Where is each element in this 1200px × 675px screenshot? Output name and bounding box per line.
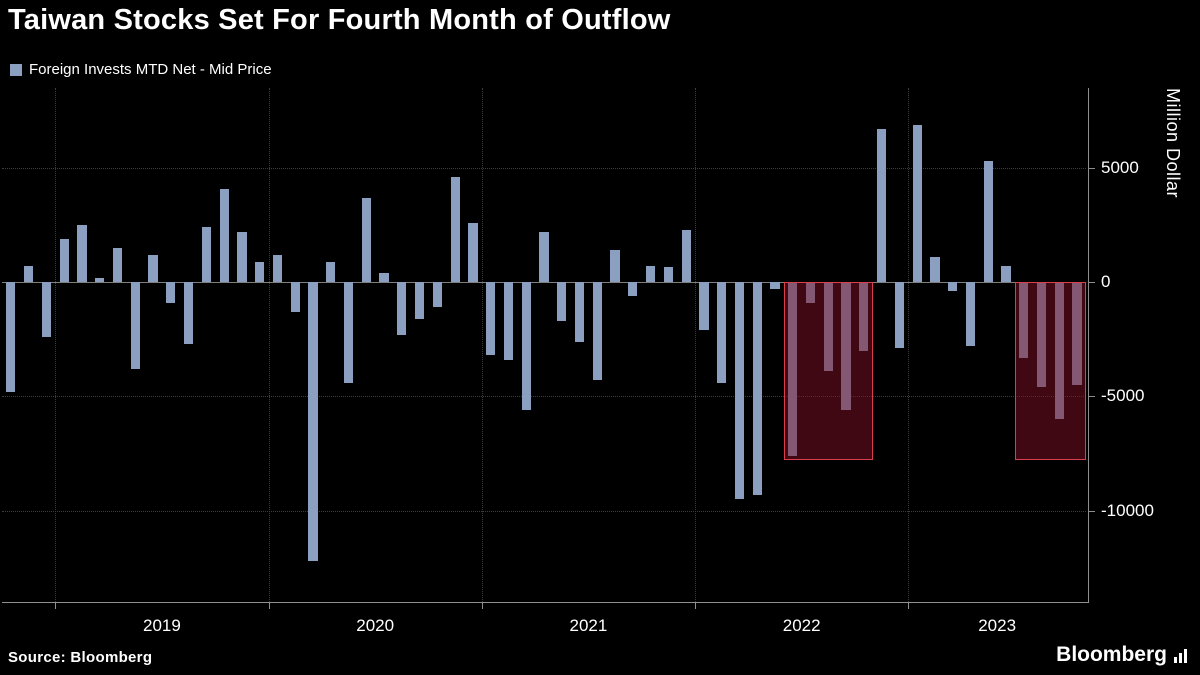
- chart-title: Taiwan Stocks Set For Fourth Month of Ou…: [8, 4, 671, 36]
- bar: [397, 282, 407, 335]
- bar: [77, 225, 87, 283]
- bar: [41, 282, 52, 337]
- bar: [539, 231, 549, 283]
- source-credit: Source: Bloomberg: [8, 649, 153, 666]
- bar: [343, 282, 354, 383]
- bar: [1001, 266, 1011, 283]
- bar: [450, 177, 460, 283]
- x-year-label: 2020: [356, 616, 395, 635]
- bloomberg-logo: Bloomberg: [1056, 643, 1190, 667]
- y-tick-label: 0: [1101, 272, 1111, 292]
- x-year-label: 2023: [978, 616, 1017, 635]
- gridline-vertical: [268, 88, 270, 602]
- bar: [486, 282, 496, 356]
- bar: [699, 282, 709, 331]
- bar: [379, 273, 389, 283]
- bar: [219, 188, 229, 283]
- plot-area: [2, 88, 1086, 602]
- bar: [468, 222, 478, 283]
- bar: [557, 282, 567, 321]
- bar: [930, 257, 940, 283]
- bar: [95, 277, 105, 283]
- x-axis-tick: [908, 602, 910, 609]
- bar: [201, 227, 211, 283]
- x-axis-tick: [268, 602, 270, 609]
- bar: [610, 250, 620, 283]
- bar: [948, 282, 958, 292]
- bloomberg-chart-icon: [1174, 648, 1187, 663]
- y-tick-label: 5000: [1101, 157, 1139, 177]
- y-tick-label: -5000: [1101, 386, 1145, 406]
- gridline-vertical: [908, 88, 910, 602]
- gridline-horizontal: [2, 510, 1086, 512]
- bar: [59, 238, 69, 283]
- bar: [361, 197, 371, 283]
- bar: [965, 282, 976, 347]
- x-axis-tick: [481, 602, 483, 609]
- gridline-vertical: [55, 88, 57, 602]
- legend-swatch-icon: [10, 63, 22, 76]
- bar: [503, 282, 514, 360]
- y-axis-tick: [1089, 396, 1095, 398]
- bar: [183, 282, 194, 344]
- bar: [681, 229, 691, 283]
- highlight-box: [1014, 282, 1086, 461]
- bar: [272, 254, 283, 283]
- bar: [521, 282, 531, 411]
- bar: [574, 282, 585, 342]
- bar: [414, 282, 425, 319]
- x-axis-line: [2, 602, 1089, 609]
- x-axis-tick: [55, 602, 57, 609]
- bar: [734, 282, 745, 500]
- legend: Foreign Invests MTD Net - Mid Price: [10, 61, 272, 78]
- bar: [308, 282, 318, 561]
- bar: [112, 247, 123, 283]
- bar: [24, 266, 34, 283]
- bar: [432, 282, 442, 308]
- bar: [752, 282, 762, 495]
- gridline-vertical: [481, 88, 483, 602]
- bar: [148, 254, 158, 283]
- zero-line: [2, 282, 1086, 284]
- bloomberg-wordmark: Bloomberg: [1056, 643, 1167, 666]
- x-axis-labels: 2019 2020 2021 2022 2023: [2, 616, 1086, 642]
- y-axis-tick: [1089, 282, 1095, 284]
- bar: [717, 282, 727, 383]
- bar: [290, 282, 300, 312]
- highlight-box: [783, 282, 873, 461]
- bar: [877, 129, 887, 283]
- bar: [912, 124, 922, 283]
- x-year-label: 2019: [143, 616, 181, 635]
- gridline-horizontal: [2, 396, 1086, 398]
- bar: [326, 261, 336, 283]
- bar: [166, 282, 176, 303]
- y-tick-label: -10000: [1101, 500, 1154, 520]
- bar: [255, 261, 265, 283]
- bar: [663, 267, 673, 283]
- gridline-horizontal: [2, 167, 1086, 169]
- bar: [894, 282, 905, 349]
- x-axis-tick: [695, 602, 697, 609]
- bar: [770, 282, 780, 290]
- gridline-vertical: [695, 88, 697, 602]
- y-axis-title: Million Dollar: [1163, 88, 1183, 199]
- bar: [983, 161, 993, 283]
- y-axis-tick: [1089, 510, 1095, 512]
- x-year-label: 2022: [782, 616, 821, 635]
- bar: [130, 282, 140, 369]
- bar: [628, 282, 638, 296]
- bar: [6, 282, 16, 392]
- y-axis-tick: [1089, 167, 1095, 169]
- bar: [592, 282, 602, 381]
- bar: [646, 266, 656, 283]
- x-year-label: 2021: [569, 616, 608, 635]
- bar: [237, 231, 247, 283]
- y-axis: 5000 0 -5000 -10000: [1088, 88, 1199, 603]
- legend-label: Foreign Invests MTD Net - Mid Price: [29, 61, 272, 78]
